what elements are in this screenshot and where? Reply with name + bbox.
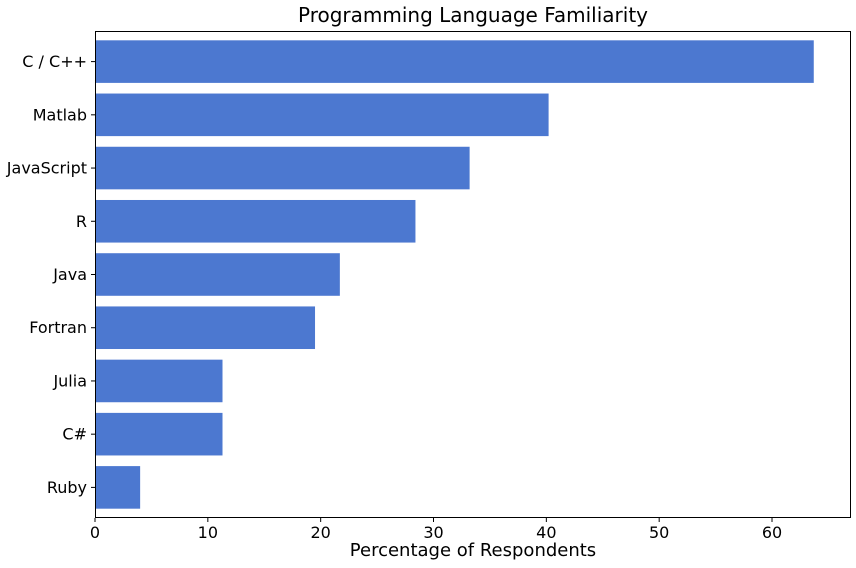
x-tick-label: 0: [90, 523, 100, 542]
x-tick-label: 10: [198, 523, 218, 542]
x-tick-label: 60: [762, 523, 782, 542]
bar-r: [95, 199, 416, 243]
x-tick-label: 50: [649, 523, 669, 542]
y-tick-label: C#: [62, 425, 87, 444]
x-axis-label: Percentage of Respondents: [349, 540, 597, 561]
bar-csharp: [95, 412, 223, 456]
axes-frame: [95, 31, 851, 518]
y-tick-label: Ruby: [47, 478, 87, 497]
bar-java: [95, 253, 340, 296]
x-tick-label: 20: [310, 523, 330, 542]
y-tick-label: JavaScript: [6, 159, 87, 178]
x-tick-label: 30: [423, 523, 443, 542]
y-tick-label: Java: [52, 265, 87, 284]
y-tick-label: Julia: [52, 371, 87, 390]
bar-julia: [95, 359, 223, 403]
bar-matlab: [95, 93, 549, 137]
x-tick-label: 40: [536, 523, 556, 542]
bar-ruby: [95, 466, 141, 509]
y-tick-label: Fortran: [29, 318, 87, 337]
bar-javascript: [95, 146, 470, 190]
chart-title: Programming Language Familiarity: [298, 3, 648, 27]
bar-fortran: [95, 306, 316, 350]
y-ticks-layer: C / C++ Matlab JavaScript R Java Fortran Julia…: [6, 52, 95, 497]
x-ticks-layer: 0 10 20 30 40 50 60: [90, 518, 782, 542]
bars-layer: [95, 40, 814, 509]
y-tick-label: R: [76, 212, 87, 231]
y-tick-label: Matlab: [33, 105, 87, 124]
bar-c-c: [95, 40, 814, 83]
y-tick-label: C / C++: [22, 52, 87, 71]
